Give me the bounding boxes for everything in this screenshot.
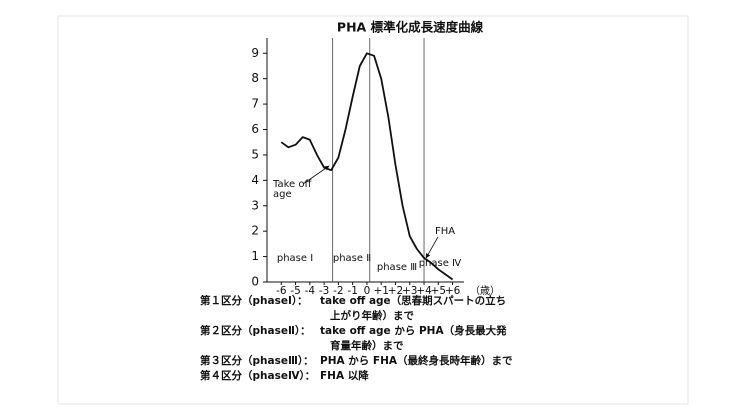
- y-tick-label: 2: [251, 224, 259, 238]
- y-tick-label: 0: [251, 275, 259, 289]
- x-tick-label: 0: [364, 285, 371, 297]
- x-tick-label: -1: [347, 285, 357, 297]
- note-term: 第２区分（phaseⅡ）：: [200, 324, 311, 337]
- frame: [57, 15, 689, 405]
- growth-curve: [280, 52, 454, 281]
- x-tick-label: -5: [290, 285, 300, 297]
- note-text: PHA から FHA（最終身長時年齢）まで: [320, 354, 513, 367]
- note-term: 第４区分（phaseⅣ）：: [200, 369, 315, 382]
- chart-title: PHA 標準化成長速度曲線: [337, 20, 484, 35]
- annotation: FHA: [435, 226, 455, 237]
- annotation: Take off: [272, 179, 312, 190]
- x-axis-label: （歳）: [470, 285, 500, 297]
- note-text: 上がり年齢）まで: [330, 309, 414, 322]
- x-tick-label: +1: [373, 285, 388, 297]
- y-tick-label: 5: [251, 147, 259, 161]
- annotation-arrow: [425, 236, 439, 259]
- y-tick-label: 4: [251, 173, 259, 187]
- x-tick-label: -2: [333, 285, 343, 297]
- x-tick-label: -6: [276, 285, 287, 297]
- note-text: 育量年齢）まで: [330, 339, 404, 352]
- x-tick-label: +6: [445, 285, 461, 297]
- x-tick-label: +4: [416, 285, 432, 297]
- y-tick-label: 7: [251, 97, 259, 111]
- y-tick-label: 6: [251, 122, 259, 136]
- y-tick-label: 8: [251, 71, 259, 85]
- y-tick-label: 3: [251, 198, 259, 212]
- x-tick-label: +3: [402, 285, 417, 297]
- phase-label: phase Ⅳ: [419, 258, 462, 269]
- x-tick-label: +2: [388, 285, 403, 297]
- annotation: age: [273, 189, 292, 200]
- phase-label: phase Ⅰ: [277, 253, 313, 264]
- x-tick-label: -3: [319, 285, 329, 297]
- phase-label: phase Ⅱ: [333, 253, 371, 264]
- phase-label: phase Ⅲ: [377, 262, 417, 273]
- y-tick-label: 9: [251, 46, 259, 60]
- x-tick-label: -4: [305, 285, 316, 297]
- note-term: 第３区分（phaseⅢ）：: [200, 354, 314, 367]
- note-text: take off age（思春期スパートの立ち: [320, 294, 506, 307]
- annotation-arrow: [302, 165, 330, 185]
- x-tick-label: +5: [431, 285, 446, 297]
- note-text: take off age から PHA（身長最大発: [320, 324, 507, 337]
- y-tick-label: 1: [251, 249, 259, 263]
- note-term: 第１区分（phaseⅠ）：: [200, 294, 308, 307]
- note-text: FHA 以降: [320, 369, 369, 382]
